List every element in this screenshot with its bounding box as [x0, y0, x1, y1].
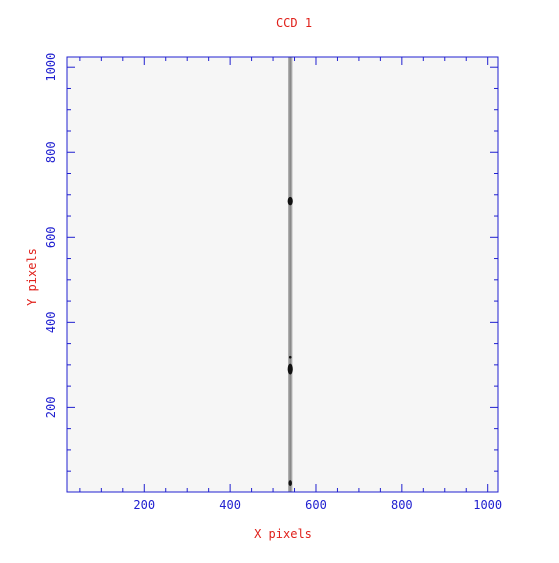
- y-tick-label-600: 600: [44, 226, 58, 248]
- x-tick-label-200: 200: [133, 498, 155, 512]
- y-tick-label-800: 800: [44, 141, 58, 163]
- x-tick-label-400: 400: [219, 498, 241, 512]
- chart-title: CCD 1: [276, 16, 312, 30]
- bright-blob-3: [288, 355, 292, 359]
- y-tick-label-200: 200: [44, 397, 58, 419]
- axis-frame: [66, 56, 499, 493]
- y-axis-label: Y pixels: [25, 248, 39, 306]
- x-axis-label: X pixels: [254, 527, 312, 541]
- ccd-image: [67, 57, 498, 492]
- bright-blob-2: [287, 363, 293, 375]
- image-background: [67, 57, 498, 492]
- y-tick-label-1000: 1000: [44, 53, 58, 82]
- spectral-trace-core: [289, 57, 292, 492]
- bright-blob-4: [288, 480, 292, 487]
- x-tick-label-1000: 1000: [473, 498, 502, 512]
- x-axis: 200 400 600 800 1000: [79, 57, 502, 512]
- y-axis: 200 400 600 800 1000: [44, 53, 498, 472]
- plot-border: [66, 56, 499, 493]
- y-tick-label-400: 400: [44, 311, 58, 333]
- x-tick-label-800: 800: [391, 498, 413, 512]
- x-tick-label-600: 600: [305, 498, 327, 512]
- bright-blob-1: [287, 196, 293, 206]
